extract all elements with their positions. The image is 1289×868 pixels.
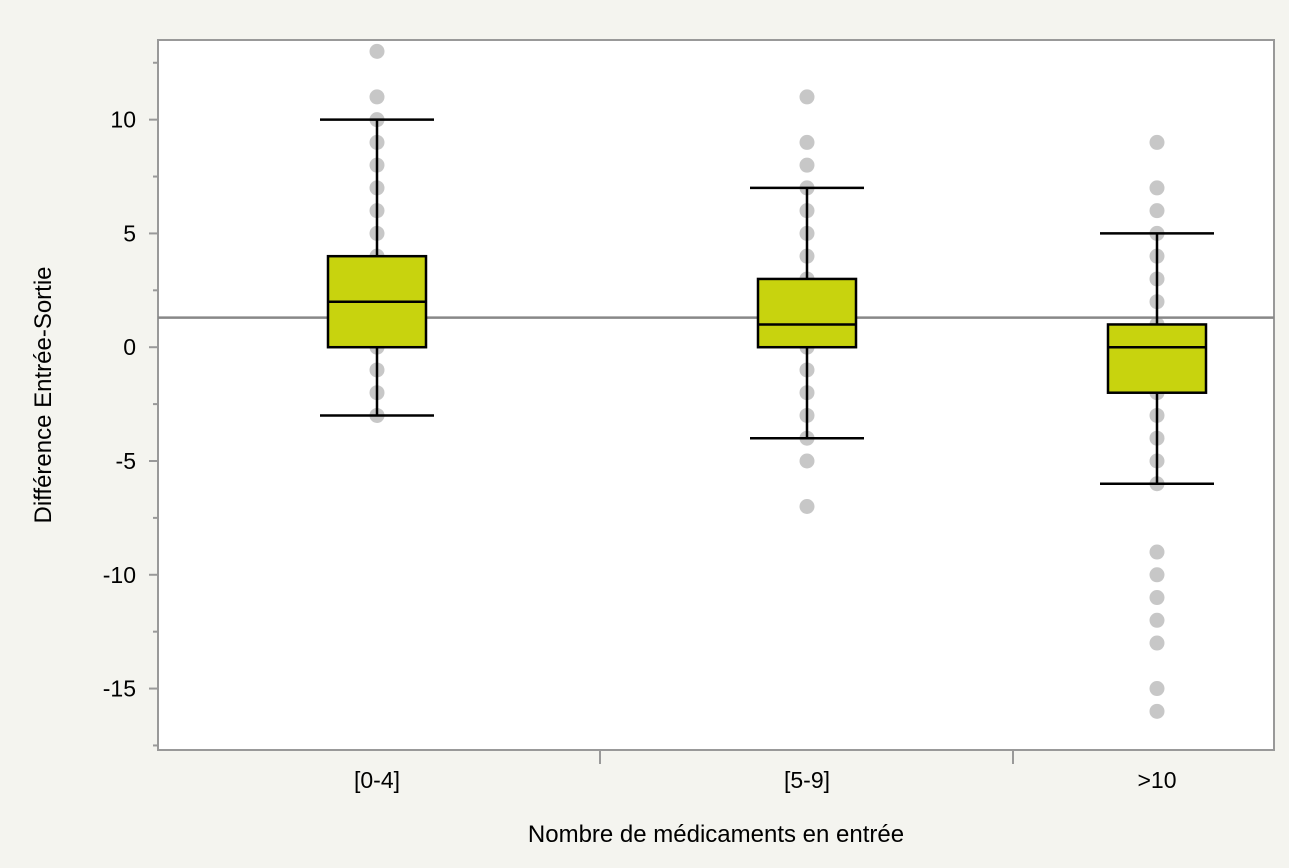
y-tick-label: -5 (116, 448, 136, 474)
data-point (799, 499, 815, 515)
data-point (369, 43, 385, 59)
data-point (1149, 590, 1165, 606)
x-axis: [0-4] [5-9] >10 (354, 750, 1177, 793)
data-point (1149, 544, 1165, 560)
y-tick-label: -15 (103, 676, 136, 702)
y-tick-label: 10 (110, 107, 136, 133)
data-point (799, 453, 815, 469)
y-tick-label: 5 (123, 220, 136, 246)
data-point (799, 157, 815, 173)
data-point (799, 89, 815, 105)
data-point (369, 89, 385, 105)
data-point (1149, 134, 1165, 150)
box-iqr (756, 277, 858, 349)
x-tick-label: [0-4] (354, 767, 400, 793)
boxes-layer (320, 118, 1214, 485)
data-point (1149, 612, 1165, 628)
y-axis: -15 -10 -5 0 5 10 (103, 61, 158, 747)
box-iqr (1106, 323, 1208, 394)
data-point (1149, 567, 1165, 583)
data-point (799, 134, 815, 150)
data-point (1149, 681, 1165, 697)
x-tick-label: >10 (1137, 767, 1176, 793)
data-point (1149, 635, 1165, 651)
plot-frame (157, 39, 1275, 751)
y-axis-label: Différence Entrée-Sortie (30, 266, 57, 523)
y-tick-label: 0 (123, 334, 136, 360)
y-tick-label: -10 (103, 562, 136, 588)
data-point (1149, 703, 1165, 719)
x-axis-label: Nombre de médicaments en entrée (528, 821, 904, 848)
data-point (1149, 203, 1165, 219)
data-point (1149, 180, 1165, 196)
x-tick-label: [5-9] (784, 767, 830, 793)
